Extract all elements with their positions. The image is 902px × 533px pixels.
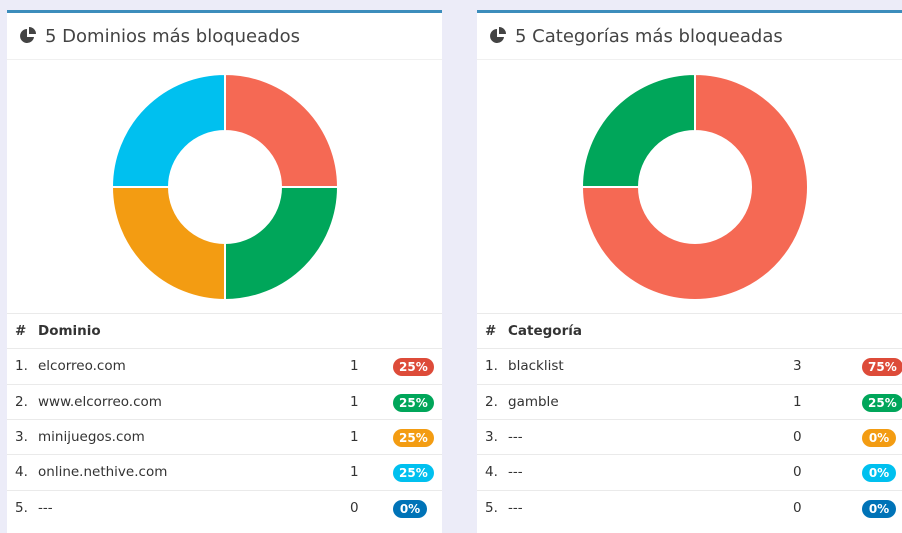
rank: 1.: [485, 358, 498, 375]
rank: 3.: [15, 428, 28, 445]
percent-badge: 25%: [393, 464, 434, 483]
count: 0: [793, 428, 802, 445]
item-name: ---: [508, 464, 523, 481]
rank: 3.: [485, 428, 498, 445]
percent-badge: 0%: [862, 464, 896, 483]
donut-slice: [224, 186, 340, 302]
donut-slice: [580, 72, 696, 188]
rank: 4.: [15, 464, 28, 481]
donut-slice: [580, 72, 809, 301]
icon-part: [490, 29, 504, 43]
item-name: blacklist: [508, 358, 564, 375]
rank: 5.: [15, 499, 28, 516]
panel-title: 5 Dominios más bloqueados: [45, 25, 300, 47]
rank: 2.: [15, 393, 28, 410]
table-row: 4. online.nethive.com 1 25%: [7, 454, 442, 490]
percent-badge: 25%: [862, 393, 902, 412]
panel-header: 5 Dominios más bloqueados: [7, 13, 442, 60]
panel: 5 Categorías más bloqueadas # Categoría 1. b…: [477, 10, 902, 533]
table-row: 3. --- 0 0%: [477, 418, 902, 455]
count: 3: [793, 358, 802, 375]
panel-title: 5 Categorías más bloqueadas: [515, 25, 783, 47]
item-name: www.elcorreo.com: [38, 393, 162, 410]
count: 1: [793, 393, 802, 410]
count: 0: [793, 464, 802, 481]
percent-badge: 25%: [393, 393, 434, 412]
table-row: 2. www.elcorreo.com 1 25%: [7, 383, 442, 420]
table-row: 4. --- 0 0%: [477, 454, 902, 490]
count: 1: [350, 393, 359, 410]
item-name: ---: [38, 499, 53, 516]
count: 0: [793, 499, 802, 516]
count: 0: [350, 499, 359, 516]
rank: 4.: [485, 464, 498, 481]
table-header: # Categoría: [477, 313, 902, 349]
table-row: 2. gamble 1 25%: [477, 383, 902, 420]
item-name: ---: [508, 499, 523, 516]
page: (() => { const data = JSON.parse(documen…: [7, 10, 902, 533]
column-header: Dominio: [38, 323, 101, 339]
donut-slice: [110, 186, 226, 302]
rank: 5.: [485, 499, 498, 516]
percent-badge: 0%: [862, 499, 896, 518]
percent-badge: 0%: [862, 428, 896, 447]
icon-part: [499, 27, 506, 34]
percent-badge: 0%: [393, 499, 427, 518]
panel-header: 5 Categorías más bloqueadas: [477, 13, 902, 60]
percent-badge: 75%: [862, 358, 902, 377]
column-header: Categoría: [508, 323, 582, 339]
donut-slice: [224, 72, 340, 188]
percent-badge: 25%: [393, 428, 434, 447]
item-name: online.nethive.com: [38, 464, 168, 481]
icon-part: [20, 29, 34, 43]
item-name: minijuegos.com: [38, 428, 145, 445]
count: 1: [350, 358, 359, 375]
column-header: #: [15, 323, 27, 339]
donut-chart: [110, 72, 340, 302]
rank: 1.: [15, 358, 28, 375]
table-header: # Dominio: [7, 313, 442, 349]
pie-icon: [20, 27, 36, 43]
item-name: ---: [508, 428, 523, 445]
item-name: gamble: [508, 393, 559, 410]
count: 1: [350, 464, 359, 481]
column-header: #: [485, 323, 497, 339]
pie-icon: [490, 27, 506, 43]
percent-badge: 25%: [393, 358, 434, 377]
panel: 5 Dominios más bloqueados # Dominio 1. elcor…: [7, 10, 442, 533]
table-row: 1. elcorreo.com 1 25%: [7, 348, 442, 384]
count: 1: [350, 428, 359, 445]
table-row: 5. --- 0 0%: [477, 489, 902, 526]
donut-chart: [580, 72, 809, 301]
rank: 2.: [485, 393, 498, 410]
icon-part: [29, 27, 36, 34]
donut-slice: [110, 72, 226, 188]
chart-area: [7, 60, 442, 312]
chart-area: [477, 60, 902, 312]
table-row: 3. minijuegos.com 1 25%: [7, 418, 442, 455]
table-row: 5. --- 0 0%: [7, 489, 442, 526]
item-name: elcorreo.com: [38, 358, 126, 375]
table-row: 1. blacklist 3 75%: [477, 348, 902, 384]
